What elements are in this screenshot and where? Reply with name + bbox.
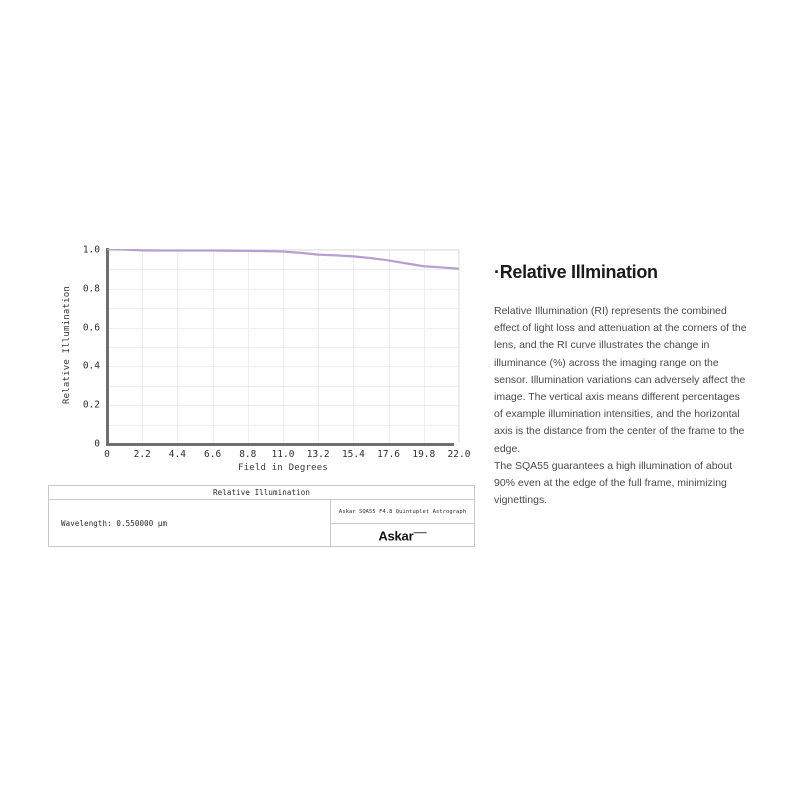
- y-axis-tick-label: 0.8: [82, 283, 100, 295]
- gridline-horizontal-minor: [107, 308, 458, 310]
- x-axis-tick-label: 19.8: [412, 449, 436, 460]
- description-panel: ·Relative Illmination Relative Illuminat…: [494, 262, 750, 509]
- x-axis-tick-label: 15.4: [341, 449, 365, 460]
- relative-illumination-figure: Relative Illumination 0 0.2 0.4 0.6 0.8 1.0 0 2…: [45, 238, 477, 556]
- gridline-vertical: [177, 250, 179, 443]
- y-axis-title: Relative Illumination: [62, 286, 72, 404]
- x-axis-tick-label: 17.6: [377, 449, 401, 460]
- gridline-vertical: [459, 250, 460, 443]
- y-axis-tick-label: 0: [94, 438, 100, 450]
- y-axis-tick-label: 0.6: [82, 322, 100, 334]
- lens-info-cell: Askar SQA55 F4.8 Quintuplet Astrograph A…: [331, 500, 474, 546]
- gridline-vertical: [142, 250, 144, 443]
- description-paragraph-1: Relative Illumination (RI) represents th…: [494, 305, 747, 455]
- gridline-horizontal: [107, 288, 458, 290]
- gridline-vertical: [212, 250, 214, 443]
- y-axis-tick-label: 0.4: [82, 360, 100, 372]
- gridline-horizontal: [107, 327, 458, 329]
- lens-name-value: Askar SQA55 F4.8 Quintuplet Astrograph: [338, 508, 467, 515]
- gridline-vertical: [388, 250, 390, 443]
- brand-trademark-mark: ⸺: [413, 527, 427, 537]
- gridline-vertical: [247, 250, 249, 443]
- gridline-horizontal: [107, 366, 458, 368]
- page-title: ·Relative Illmination: [494, 262, 658, 282]
- relative-illumination-chart: Relative Illumination 0 0.2 0.4 0.6 0.8 1.0 0 2…: [45, 238, 477, 478]
- x-axis-spine: [106, 443, 454, 446]
- x-axis-tick-label: 22.0: [447, 449, 471, 460]
- x-axis-tick-label: 8.8: [239, 449, 257, 460]
- askar-logo: Askar⸺: [378, 527, 427, 544]
- gridline-horizontal-minor: [107, 424, 458, 426]
- gridline-horizontal-minor: [107, 385, 458, 387]
- gridline-horizontal-minor: [107, 269, 458, 271]
- figure-info-table: Relative Illumination Wavelength: 0.5500…: [48, 485, 475, 547]
- description-paragraph-2: The SQA55 guarantees a high illumination…: [494, 459, 733, 507]
- x-axis-tick-label: 11.0: [271, 449, 295, 460]
- wavelength-value: Wavelength: 0.550000 µm: [61, 518, 168, 528]
- x-axis-tick-label: 2.2: [133, 449, 151, 460]
- info-table-header: Relative Illumination: [49, 486, 474, 500]
- brand-name: Askar: [378, 528, 414, 544]
- x-axis-tick-label: 6.6: [204, 449, 222, 460]
- wavelength-cell: Wavelength: 0.550000 µm: [49, 500, 331, 546]
- y-axis-tick-label: 0.2: [82, 399, 100, 411]
- x-axis-tick-label: 4.4: [168, 449, 186, 460]
- gridline-horizontal: [107, 405, 458, 407]
- x-axis-tick-label: 0: [104, 449, 110, 460]
- x-axis-title: Field in Degrees: [238, 463, 328, 473]
- gridline-vertical: [318, 250, 320, 443]
- gridline-vertical: [423, 250, 425, 443]
- lens-name-cell: Askar SQA55 F4.8 Quintuplet Astrograph: [331, 500, 474, 524]
- y-axis-tick-label: 1.0: [82, 244, 100, 256]
- relative-illumination-curve: [107, 249, 459, 270]
- brand-logo-cell: Askar⸺: [331, 524, 474, 546]
- gridline-vertical: [283, 250, 284, 443]
- info-table-body: Wavelength: 0.550000 µm Askar SQA55 F4.8…: [49, 500, 474, 546]
- gridline-horizontal-minor: [107, 347, 458, 348]
- x-axis-tick-label: 13.2: [306, 449, 330, 460]
- plot-area: 0 0.2 0.4 0.6 0.8 1.0 0 2.2 4.4 6.6 8.8 11.0 13.2 15.…: [83, 245, 471, 461]
- gridline-vertical: [353, 250, 355, 443]
- y-axis-spine: [106, 248, 109, 444]
